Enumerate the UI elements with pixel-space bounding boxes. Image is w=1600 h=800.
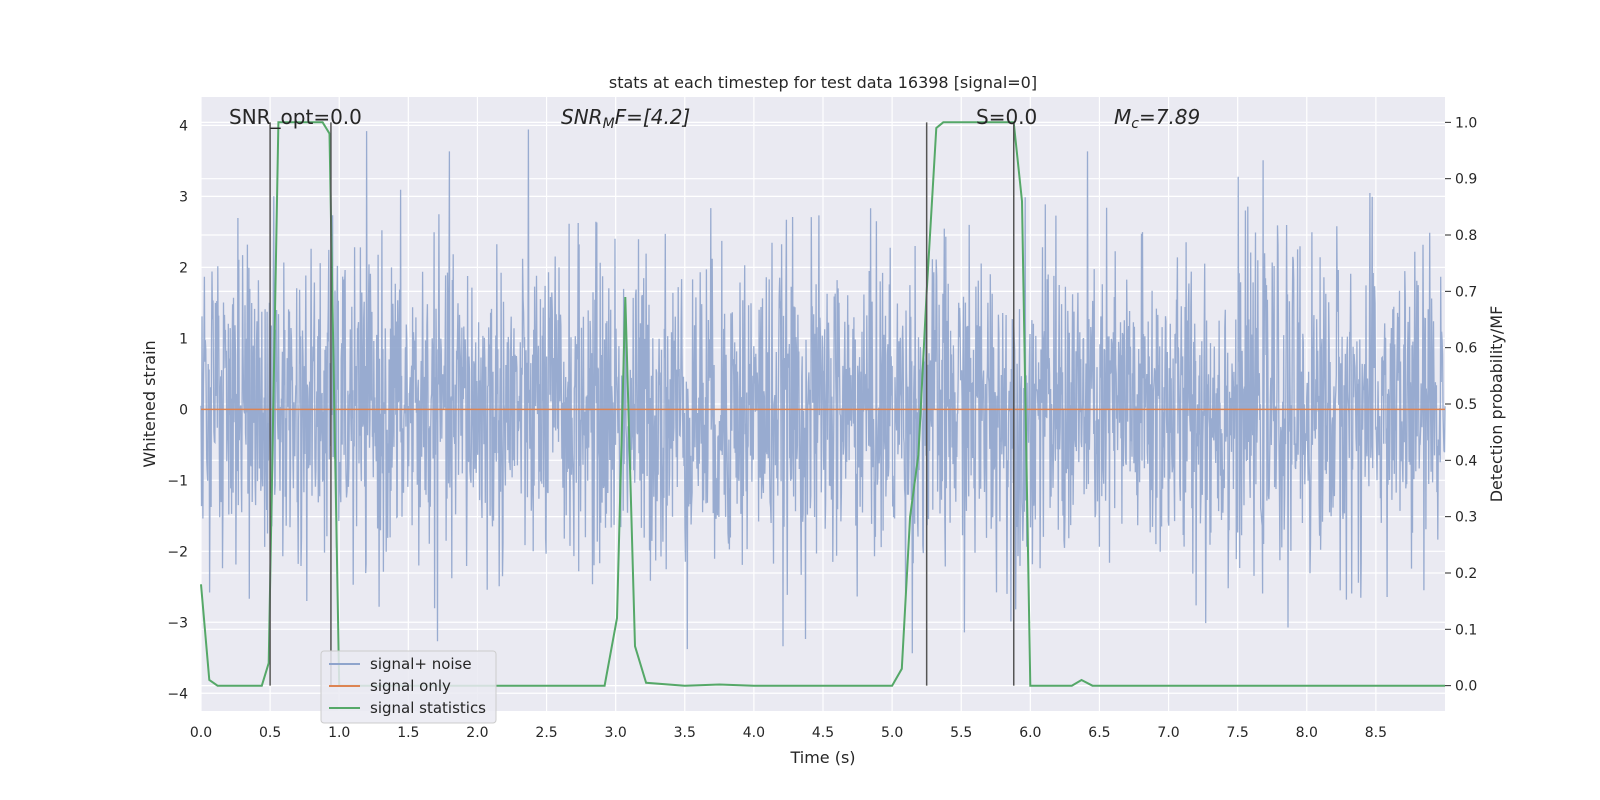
annotation-mc: Mc=7.89 <box>1114 105 1200 132</box>
x-tick-label: 8.0 <box>1296 725 1318 741</box>
chart-title: stats at each timestep for test data 163… <box>609 73 1037 92</box>
x-tick-label: 6.0 <box>1019 725 1041 741</box>
x-tick-label: 2.5 <box>535 725 557 741</box>
y-right-tick-label: 0.1 <box>1455 622 1477 638</box>
y-left-tick-label: 0 <box>179 402 188 418</box>
series-signal-noise <box>200 129 1446 654</box>
x-tick-label: 4.5 <box>812 725 834 741</box>
y-right-tick-label: 0.2 <box>1455 566 1477 582</box>
y-right-tick-label: 0.4 <box>1455 453 1477 469</box>
x-tick-label: 3.5 <box>674 725 696 741</box>
snr-mf-suffix: F=[4.2] <box>615 105 691 129</box>
y-left-tick-label: 1 <box>179 331 188 347</box>
x-tick-label: 5.0 <box>881 725 903 741</box>
mc-suffix: =7.89 <box>1139 105 1200 129</box>
x-tick-label: 8.5 <box>1365 725 1387 741</box>
x-tick-label: 7.5 <box>1227 725 1249 741</box>
y-left-tick-label: −4 <box>167 686 188 702</box>
y-left-tick-label: 3 <box>179 189 188 205</box>
x-tick-label: 4.0 <box>743 725 765 741</box>
x-axis-label: Time (s) <box>789 748 855 767</box>
y-right-tick-label: 0.6 <box>1455 341 1477 357</box>
x-tick-label: 1.5 <box>397 725 419 741</box>
legend-label-signal-statistics: signal statistics <box>370 699 486 717</box>
legend-box <box>320 650 497 724</box>
y-left-tick-label: −3 <box>167 615 188 631</box>
annotation-snr-opt: SNR_opt=0.0 <box>229 105 362 129</box>
x-tick-label: 2.0 <box>466 725 488 741</box>
legend-label-signal-only: signal only <box>370 677 451 695</box>
signal-statistics-line <box>200 121 1445 687</box>
y-right-tick-label: 0.3 <box>1455 510 1477 526</box>
x-tick-label: 1.0 <box>328 725 350 741</box>
x-tick-label: 6.5 <box>1088 725 1110 741</box>
x-tick-label: 7.0 <box>1157 725 1179 741</box>
y-left-tick-label: −1 <box>167 473 188 489</box>
signal-noise-line <box>200 129 1446 654</box>
x-tick-label: 3.0 <box>605 725 627 741</box>
vertical-markers <box>269 122 1015 686</box>
y-right-tick-label: 0.9 <box>1455 172 1477 188</box>
y-right-tick-label: 0.0 <box>1455 679 1477 695</box>
mc-sub: c <box>1131 116 1139 132</box>
y-left-tick-label: 4 <box>179 118 188 134</box>
snr-mf-sub: M <box>603 116 615 132</box>
x-tick-label: 0.5 <box>259 725 281 741</box>
mc-prefix: M <box>1114 105 1131 129</box>
x-tick-label: 0.0 <box>190 725 212 741</box>
y-right-tick-label: 0.5 <box>1455 397 1477 413</box>
y-right-tick-label: 0.7 <box>1455 284 1477 300</box>
y-axis-label-left: Whitened strain <box>140 340 159 467</box>
x-tick-label: 5.5 <box>950 725 972 741</box>
snr-mf-prefix: SNR <box>561 105 603 129</box>
annotation-s-stat: S=0.0 <box>976 105 1037 129</box>
legend: signal+ noise signal only signal statist… <box>320 650 497 724</box>
legend-label-signal-noise: signal+ noise <box>370 655 472 673</box>
y-right-tick-label: 0.8 <box>1455 228 1477 244</box>
y-axis-label-right: Detection probability/MF <box>1487 306 1506 503</box>
y-left-tick-label: 2 <box>179 260 188 276</box>
annotation-snr-mf: SNRMF=[4.2] <box>561 105 690 132</box>
axis-ticks: 0.0 0.5 1.0 1.5 2.0 2.5 3.0 3.5 4.0 4.5 5.0 5.5 6.0 6… <box>167 115 1477 741</box>
y-left-tick-label: −2 <box>167 544 188 560</box>
series-signal-statistics <box>200 121 1445 687</box>
y-right-tick-label: 1.0 <box>1455 115 1477 131</box>
